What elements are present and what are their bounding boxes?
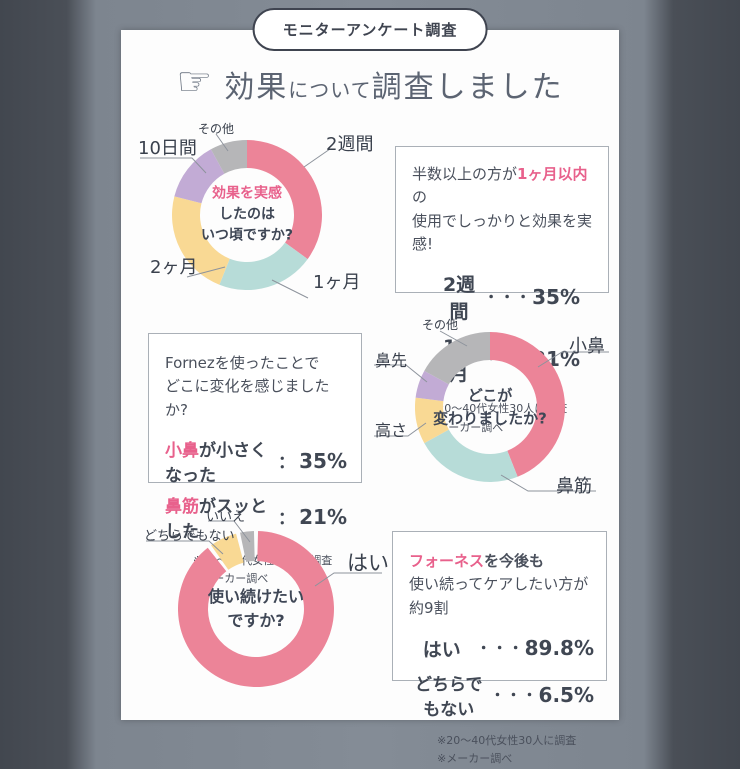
segment-label-1month: 1ヶ月 <box>313 272 361 293</box>
stat-dots: ・・・ <box>490 687 539 704</box>
stat-value: 35% <box>532 285 580 309</box>
box2-heading: Fornezを使ったことで どこに変化を感じましたか? <box>149 352 361 422</box>
stat-label: どちらでもない <box>415 674 483 720</box>
segment-label-yes: はい <box>347 551 389 575</box>
donut-chart-change-areas: どこが 変わりましたか? 小鼻 鼻筋 高さ 鼻先 その他 <box>370 310 625 505</box>
stat-colon: ： <box>278 509 295 530</box>
survey-box-change-areas: Fornezを使ったことで どこに変化を感じましたか? 小鼻が小さくなった ： … <box>148 333 362 585</box>
donut-segment <box>424 429 518 482</box>
note-survey-size: ※20〜40代女性30人に調査 <box>428 402 568 415</box>
survey-box-effect-timing: 半数以上の方が1ヶ月以内の 使用でしっかりと効果を実感! 2週間 ・・・ 35%… <box>395 146 609 434</box>
segment-label-neither: どちらでもない <box>144 529 235 544</box>
donut-center-question: 効果を実感 したのは いつ頃ですか? <box>201 184 293 247</box>
note-maker: ※メーカー調べ <box>437 752 513 766</box>
donut-segment <box>178 531 334 687</box>
center-line-accent: 効果を実感 <box>212 185 282 202</box>
center-line: 変わりましたか? <box>433 409 547 427</box>
segment-label-10days: 10日間 <box>138 138 197 159</box>
donut-chart-continue-use: 使い続けたい ですか? はい どちらでもない いいえ <box>130 503 395 708</box>
title-part-2: について <box>288 78 372 102</box>
segment-label-hanasaki: 鼻先 <box>375 351 408 370</box>
stat-label: 小鼻が小さくなった <box>165 436 278 486</box>
stat-row-neither: どちらでもない ・・・ 6.5% <box>393 670 606 720</box>
title-part-3: 調査しました <box>371 70 564 105</box>
note-survey-size: ※20〜40代女性30人に調査 <box>437 733 577 747</box>
donut-segment <box>172 196 230 285</box>
stat-row-2weeks: 2週間 ・・・ 35% <box>396 270 608 324</box>
center-line: どこが <box>467 386 513 405</box>
badge-label: モニターアンケート調査 <box>282 21 458 39</box>
donut-chart-effect-timing: 効果を実感 したのは いつ頃ですか? 2週間 1ヶ月 2ヶ月 10日間 その他 <box>130 118 380 313</box>
box3-notes: ※20〜40代女性30人に調査 ※メーカー調べ <box>393 732 606 769</box>
stat-row-kobana: 小鼻が小さくなった ： 35% <box>149 436 361 486</box>
box3-heading-text: を今後も <box>484 552 545 570</box>
donut-segment <box>424 332 490 385</box>
box1-heading-text: 半数以上の方が <box>412 165 518 183</box>
page-title: ☞ 効果について調査しました <box>0 62 740 106</box>
badge-pill: モニターアンケート調査 <box>252 8 488 51</box>
box3-heading: フォーネスを今後も 使い続ってケアしたい方が約9割 <box>393 548 606 622</box>
box3-heading-accent: フォーネス <box>409 552 485 570</box>
stat-dots: ・・・ <box>476 641 525 658</box>
title-part-1: 効果 <box>224 70 289 105</box>
donut-ring <box>178 531 334 687</box>
stat-value: 21% <box>299 504 347 529</box>
stat-label-rest: が小さくなった <box>165 440 267 486</box>
donut-segment <box>219 242 308 290</box>
stat-dots: ・・・ <box>484 290 533 306</box>
donut-center-question: どこが 変わりましたか? <box>433 385 547 430</box>
stat-row-hanasuji: 鼻筋がスッとした ： 21% <box>149 492 361 542</box>
donut-segment <box>174 149 225 204</box>
segment-label-other: その他 <box>422 318 459 332</box>
box2-heading-line2: どこに変化を感じましたか? <box>165 377 330 419</box>
stat-value: 35% <box>299 448 347 473</box>
segment-label-no: いいえ <box>206 510 246 525</box>
stat-label-accent: 小鼻 <box>165 440 199 461</box>
box1-heading-text: の <box>412 188 428 207</box>
segment-label-other: その他 <box>198 122 235 136</box>
box3-heading-line2: 使い続ってケアしたい方が約9割 <box>409 575 589 617</box>
stat-value: 89.8% <box>524 636 594 661</box>
stat-colon: ： <box>278 453 295 474</box>
center-line: 使い続けたい <box>207 587 305 606</box>
segment-label-takasa: 高さ <box>375 421 408 440</box>
box1-heading-accent: 1ヶ月以内 <box>517 165 588 183</box>
segment-label-hanasuji: 鼻筋 <box>556 476 592 497</box>
stat-value: 6.5% <box>538 682 594 707</box>
stat-label-accent: 鼻筋 <box>165 496 199 517</box>
title-text: 効果について調査しました <box>224 62 563 106</box>
center-line: したのは <box>219 206 275 223</box>
stat-label: はい <box>422 638 461 661</box>
pointing-hand-icon: ☞ <box>176 59 213 105</box>
center-line: いつ頃ですか? <box>200 227 294 244</box>
center-line: ですか? <box>227 611 285 630</box>
donut-segment <box>490 332 565 477</box>
donut-ring <box>172 140 322 290</box>
donut-center-question: 使い続けたい ですか? <box>208 585 304 633</box>
segment-label-2months: 2ヶ月 <box>150 257 198 278</box>
stat-label: 鼻筋がスッとした <box>165 492 278 542</box>
box1-heading: 半数以上の方が1ヶ月以内の 使用でしっかりと効果を実感! <box>396 161 608 258</box>
stat-label: 2週間 <box>442 274 476 323</box>
box1-heading-line2: 使用でしっかりと効果を実感! <box>412 211 593 253</box>
segment-label-2weeks: 2週間 <box>326 134 374 155</box>
segment-label-kobana: 小鼻 <box>569 336 605 357</box>
survey-box-continue-use: フォーネスを今後も 使い続ってケアしたい方が約9割 はい ・・・ 89.8% ど… <box>392 531 607 765</box>
stat-row-yes: はい ・・・ 89.8% <box>393 635 606 662</box>
box2-heading-line1: Fornezを使ったことで <box>165 354 320 372</box>
stat-label-rest: がスッとした <box>165 496 267 542</box>
donut-segment <box>247 140 322 260</box>
